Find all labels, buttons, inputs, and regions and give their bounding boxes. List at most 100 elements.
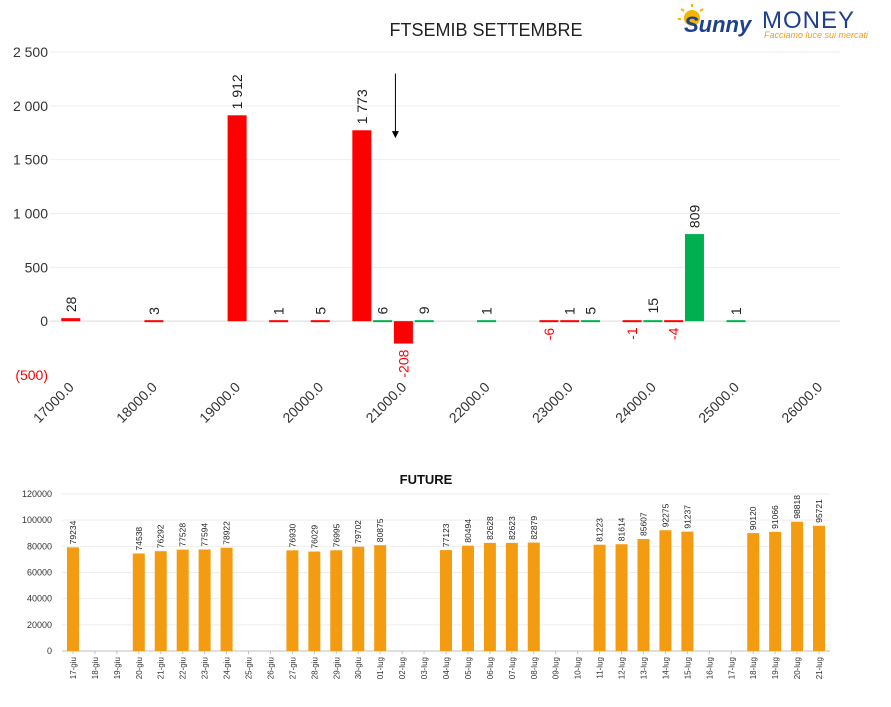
bottom-x-tick-label: 26-giu [266,657,275,679]
top-data-label: 1 [728,307,744,315]
top-bar [393,321,413,344]
top-x-tick-label: 18000.0 [113,379,160,426]
bottom-x-tick-label: 04-lug [442,657,451,679]
top-x-tick-label: 24000.0 [612,379,659,426]
arrow-head-icon [391,131,399,139]
bottom-x-tick-label: 10-lug [574,657,583,679]
top-bar [684,234,704,322]
top-y-tick-label: 1 500 [13,152,48,168]
top-x-tick-label: 26000.0 [778,379,825,426]
bottom-data-label: 90120 [748,506,758,530]
bottom-data-label: 79702 [353,520,363,544]
top-x-tick-label: 20000.0 [279,379,326,426]
top-data-label: -4 [666,327,682,340]
top-x-tick-label: 19000.0 [196,379,243,426]
bottom-y-tick-label: 20000 [27,620,52,630]
bottom-bar [681,531,694,651]
top-x-tick-label: 17000.0 [30,379,77,426]
bottom-bar [593,544,606,651]
bottom-bar [154,551,167,651]
bottom-bar [813,525,826,651]
bottom-data-label: 98818 [792,495,802,519]
bottom-data-label: 77528 [178,523,188,547]
bottom-x-tick-label: 20-lug [793,657,802,679]
bottom-x-tick-label: 30-giu [354,657,363,679]
bottom-x-tick-label: 08-lug [530,657,539,679]
bottom-bar [286,550,299,651]
bottom-data-label: 76029 [309,525,319,549]
top-bar [622,320,642,323]
bottom-data-label: 81223 [595,518,605,542]
logo-word-sunny: Sunny [684,12,753,37]
bottom-data-label: 91066 [770,505,780,529]
bottom-x-tick-label: 21-lug [815,657,824,679]
top-data-label: 1 [562,307,578,315]
bottom-bar [505,542,518,651]
bottom-bar [440,550,452,651]
bottom-bar [637,538,650,651]
top-data-label: 15 [645,298,661,314]
bottom-bar [527,542,540,651]
top-bar [414,320,434,323]
top-bar [310,320,330,323]
bottom-x-tick-label: 27-giu [288,657,297,679]
bottom-x-tick-label: 22-giu [179,657,188,679]
bottom-bar [66,547,79,651]
bottom-data-label: 92275 [660,503,670,527]
bottom-data-label: 76995 [331,523,341,547]
bottom-bars [66,521,826,651]
bottom-bar [659,530,672,651]
top-bar [643,320,663,323]
top-bar [352,130,372,322]
top-y-axis: 2 500 2 000 1 500 1 000 500 0 (500) [13,44,48,383]
sun-icon [684,10,700,26]
bottom-data-label: 79234 [68,520,78,544]
bottom-bar [132,553,145,651]
top-data-label: 809 [686,204,702,228]
bottom-data-label: 78922 [222,521,232,545]
top-data-label: 1 [479,307,495,315]
top-y-tick-label: (500) [15,367,48,383]
bottom-x-tick-label: 20-giu [135,657,144,679]
bottom-data-label: 82628 [485,516,495,540]
bottom-chart-title: FUTURE [400,472,453,487]
bottom-data-label: 82879 [529,516,539,540]
top-x-axis: 17000.0 18000.0 19000.0 20000.0 21000.0 22000… [30,379,826,426]
bottom-x-tick-label: 25-giu [245,657,254,679]
bottom-y-tick-label: 60000 [27,568,52,578]
bottom-x-tick-label: 14-lug [661,657,670,679]
bottom-x-tick-label: 19-lug [771,657,780,679]
bottom-x-tick-label: 02-lug [398,657,407,679]
bottom-bar [352,546,365,651]
bottom-data-label: 77594 [200,523,210,547]
bottom-data-label: 80494 [463,519,473,543]
bottom-bar [374,545,387,651]
bottom-y-tick-label: 40000 [27,594,52,604]
bottom-bar [769,531,782,651]
bottom-x-tick-label: 23-giu [201,657,210,679]
top-data-label: 5 [312,307,328,315]
logo-word-money: MONEY [762,7,855,34]
bottom-y-tick-label: 0 [47,646,52,656]
bottom-bar [747,533,760,651]
sunny-money-logo: Sunny MONEY Facciamo luce sui mercati [678,4,869,40]
top-data-label: 28 [63,296,79,312]
bottom-x-tick-label: 01-lug [376,657,385,679]
bottom-data-label: 77123 [441,523,451,547]
bottom-x-tick-label: 29-giu [332,657,341,679]
top-bar [227,115,247,322]
top-y-tick-label: 500 [25,259,49,275]
bottom-bar [461,545,474,651]
bottom-x-tick-label: 18-lug [749,657,758,679]
top-data-label: 6 [375,307,391,315]
top-bar [144,320,164,323]
top-data-label: -6 [541,328,557,341]
top-bar [560,320,580,323]
top-data-label: 1 773 [354,89,370,124]
top-y-tick-label: 1 000 [13,206,48,222]
bottom-x-tick-label: 07-lug [508,657,517,679]
top-gridlines [50,51,840,322]
